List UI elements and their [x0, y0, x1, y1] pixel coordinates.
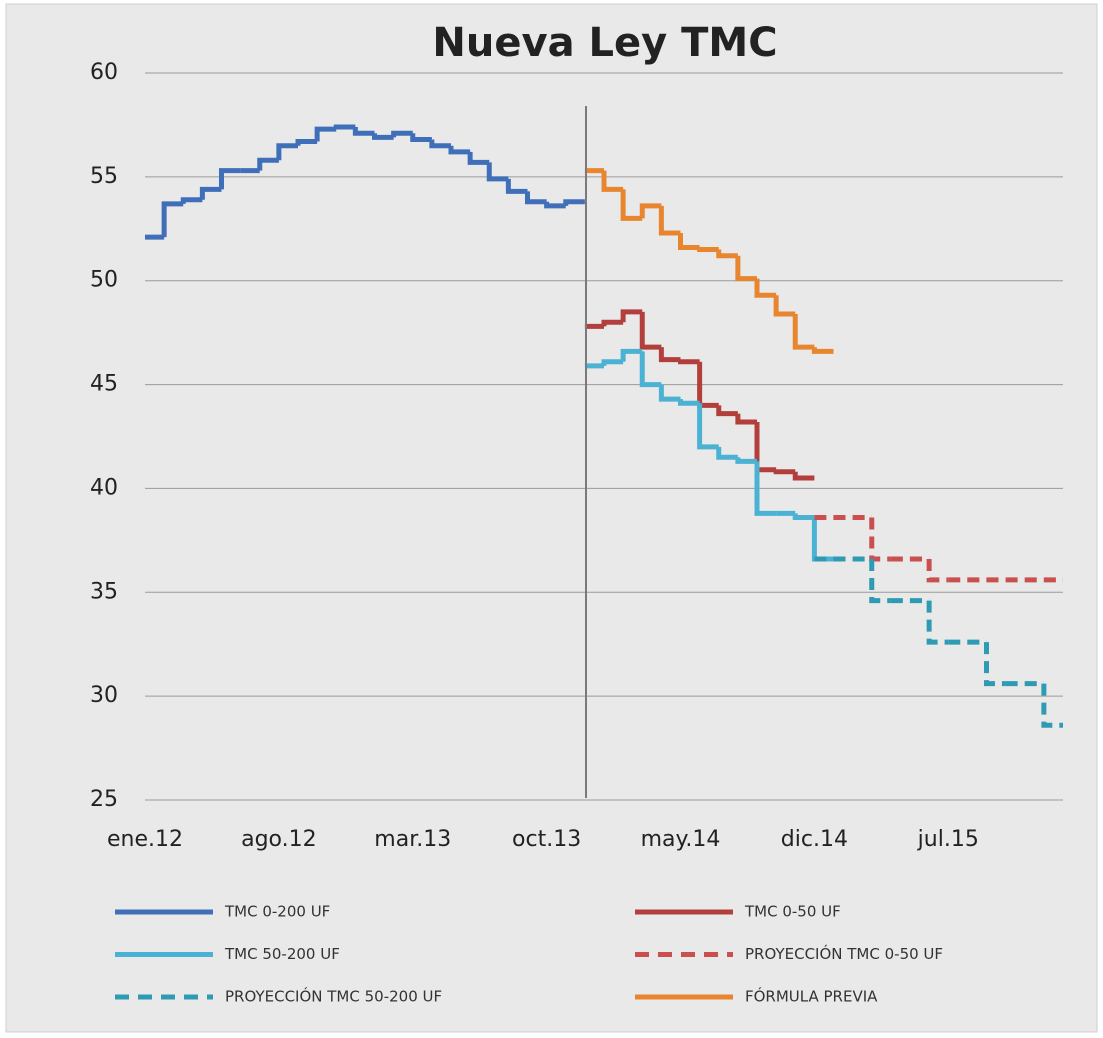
- legend-label: PROYECCIÓN TMC 50-200 UF: [225, 987, 442, 1006]
- step-segment: [792, 471, 815, 481]
- chart-background: [5, 3, 1098, 1033]
- x-tick-label: ago.12: [241, 827, 317, 852]
- step-segment: [563, 199, 585, 206]
- legend: TMC 0-200 UF TMC 0-50 UF TMC 50-200 UF PROY…: [115, 903, 943, 1006]
- step-segment: [601, 170, 624, 192]
- y-tick-label: 45: [90, 372, 118, 397]
- step-segment: [257, 157, 279, 171]
- step-segment: [620, 348, 643, 362]
- step-segment: [448, 145, 471, 155]
- legend-label: PROYECCIÓN TMC 0-50 UF: [745, 944, 943, 963]
- step-segment: [391, 130, 413, 138]
- step-segment: [678, 359, 700, 365]
- x-tick-label: mar.13: [374, 827, 451, 852]
- step-segment: [678, 232, 700, 250]
- step-segment: [429, 139, 451, 149]
- step-segment: [314, 126, 337, 142]
- y-tick-label: 25: [90, 787, 118, 812]
- step-segment: [658, 347, 681, 363]
- step-segment: [620, 309, 643, 323]
- step-segment: [295, 139, 318, 146]
- y-tick-label: 35: [90, 579, 118, 604]
- y-tick-label: 60: [90, 60, 118, 85]
- x-tick-label: oct.13: [512, 827, 581, 852]
- step-segment: [620, 189, 643, 221]
- legend-label: TMC 0-50 UF: [744, 903, 841, 921]
- step-segment: [544, 201, 566, 209]
- step-segment: [639, 311, 662, 350]
- x-tick-label: jul.15: [917, 827, 979, 852]
- y-tick-label: 30: [90, 683, 118, 708]
- step-segment: [792, 313, 815, 350]
- step-segment: [735, 255, 757, 282]
- plot: [145, 124, 1063, 728]
- step-segment: [199, 186, 222, 200]
- legend-label: TMC 0-200 UF: [224, 903, 330, 921]
- step-segment: [467, 151, 490, 165]
- legend-label: TMC 50-200 UF: [224, 945, 340, 963]
- step-segment: [716, 446, 738, 460]
- step-segment: [811, 347, 834, 354]
- step-segment: [984, 642, 1006, 687]
- chart-title: Nueva Ley TMC: [432, 20, 777, 66]
- step-segment: [352, 127, 375, 136]
- step-segment: [639, 351, 662, 388]
- step-segment: [773, 469, 796, 475]
- y-tick-label: 50: [90, 268, 118, 293]
- step-segment: [276, 143, 298, 161]
- step-segment: [869, 559, 891, 604]
- step-segment: [333, 124, 356, 130]
- step-segment: [372, 133, 394, 140]
- step-segment: [697, 247, 719, 253]
- step-segment: [926, 600, 949, 645]
- step-segment: [410, 133, 432, 142]
- step-segment: [180, 197, 203, 204]
- x-tick-label: ene.12: [107, 827, 183, 852]
- y-tick-label: 40: [90, 475, 118, 500]
- step-segment: [773, 295, 796, 317]
- step-segment: [926, 559, 949, 583]
- step-segment: [697, 403, 719, 450]
- step-segment: [161, 201, 184, 238]
- step-segment: [754, 278, 777, 298]
- step-segment: [735, 457, 757, 464]
- step-segment: [735, 413, 757, 425]
- step-segment: [716, 249, 738, 259]
- step-segment: [658, 384, 681, 402]
- y-tick-label: 55: [90, 164, 118, 189]
- step-segment: [525, 191, 547, 205]
- step-segment: [639, 203, 662, 219]
- step-segment: [792, 513, 815, 521]
- step-segment: [219, 168, 241, 190]
- step-segment: [754, 461, 777, 516]
- step-segment: [658, 205, 681, 236]
- step-segment: [601, 359, 624, 366]
- grid: 25 30 35 40 45 50 55 60 ene.12 ago.12 mar.13 oct.13…: [90, 60, 1063, 852]
- x-tick-label: dic.14: [781, 827, 848, 852]
- step-segment: [486, 162, 509, 182]
- step-segment: [1041, 683, 1063, 728]
- step-segment: [678, 399, 700, 406]
- step-segment: [601, 319, 624, 327]
- step-segment: [505, 178, 528, 194]
- step-segment: [716, 405, 738, 417]
- legend-label: FÓRMULA PREVIA: [745, 987, 878, 1006]
- x-tick-label: may.14: [641, 827, 721, 852]
